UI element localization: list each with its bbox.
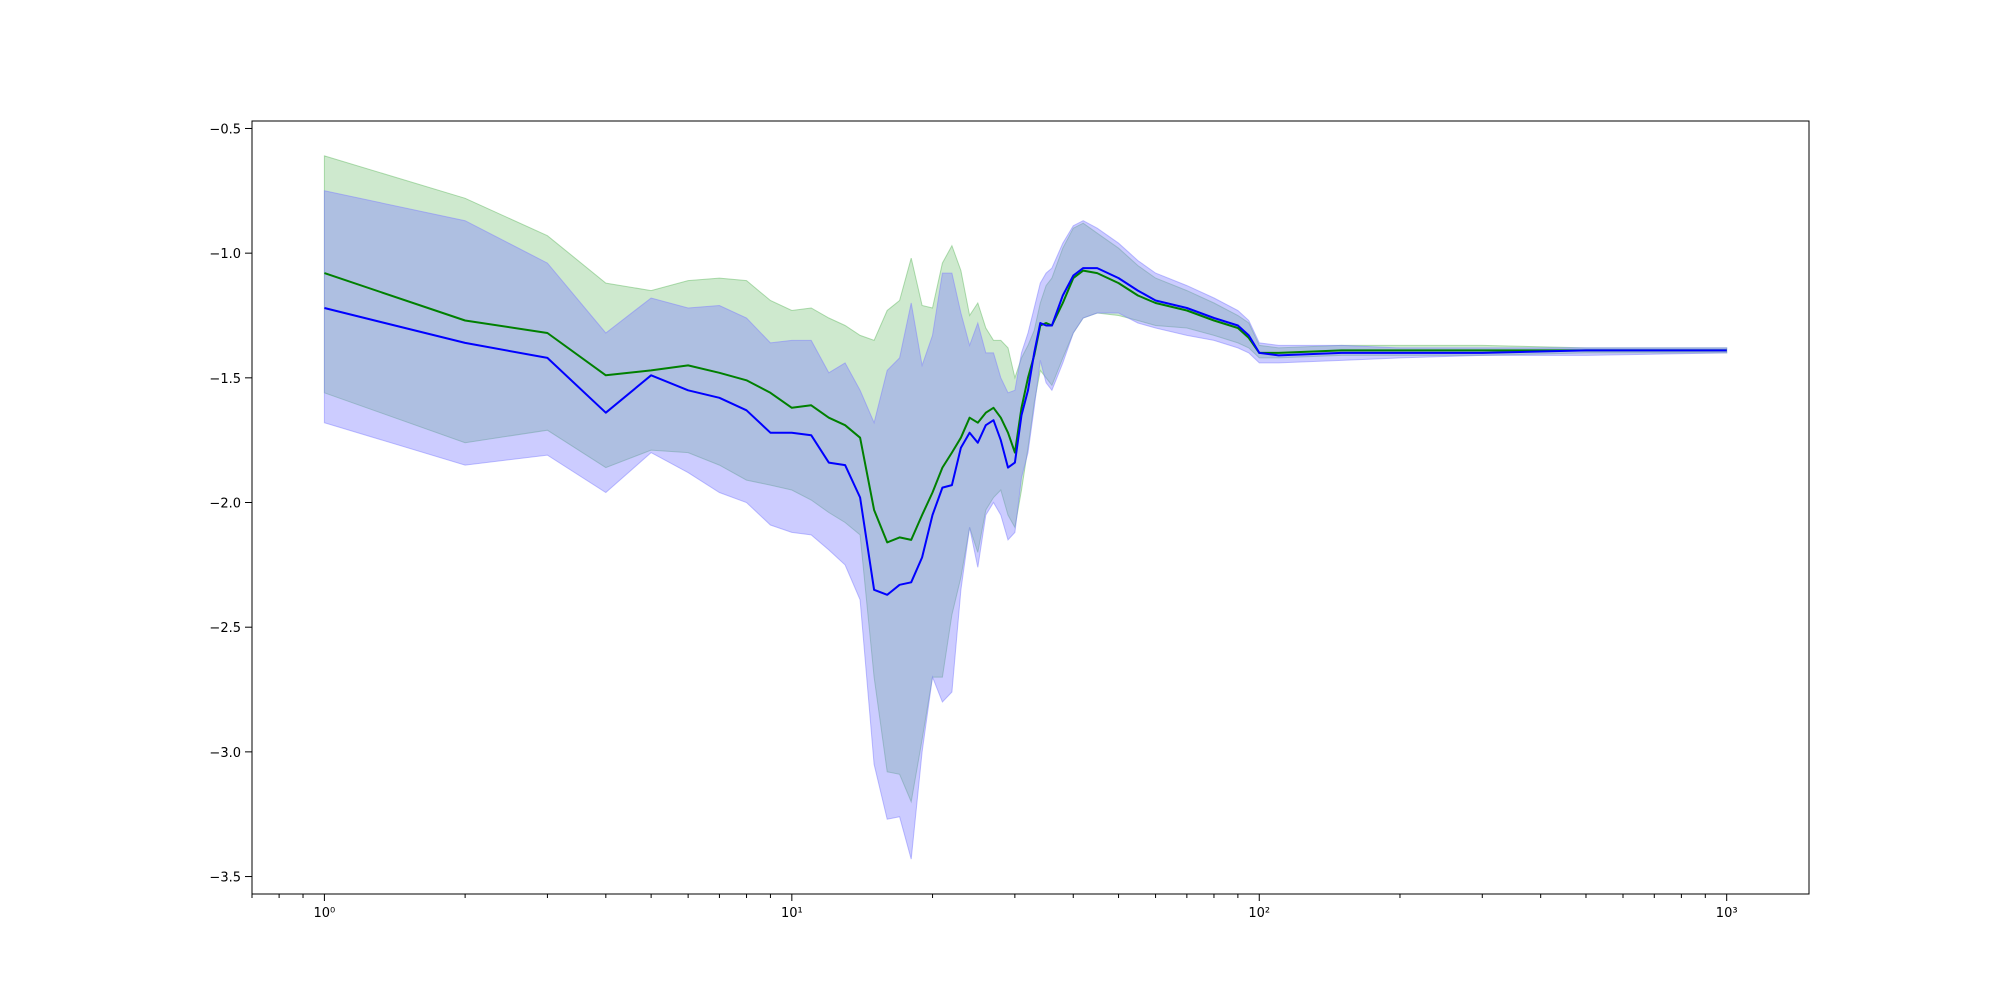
y-tick-label: −0.5	[209, 122, 241, 137]
y-tick-label: −1.5	[209, 372, 241, 387]
x-tick-label: 10³	[1716, 906, 1738, 921]
x-tick-label: 10²	[1248, 906, 1270, 921]
plot-area-frame	[251, 120, 1810, 895]
x-axis: 10⁰ 10¹ 10² 10³	[251, 894, 1738, 921]
band-series-2	[323, 190, 1728, 860]
confidence-bands	[323, 155, 1728, 860]
y-tick-label: −3.5	[209, 871, 241, 886]
x-tick-label: 10⁰	[314, 906, 336, 921]
y-tick-label: −3.0	[209, 746, 241, 761]
x-tick-label: 10¹	[781, 906, 803, 921]
line-series-1	[324, 269, 1727, 544]
y-axis: −0.5 −1.0 −1.5 −2.0 −2.5 −3.0 −3.5	[209, 122, 252, 886]
series-lines	[324, 267, 1727, 596]
y-tick-label: −1.0	[209, 247, 241, 262]
line-series-2	[324, 267, 1727, 596]
y-tick-label: −2.5	[209, 621, 241, 636]
y-tick-label: −2.0	[209, 497, 241, 512]
